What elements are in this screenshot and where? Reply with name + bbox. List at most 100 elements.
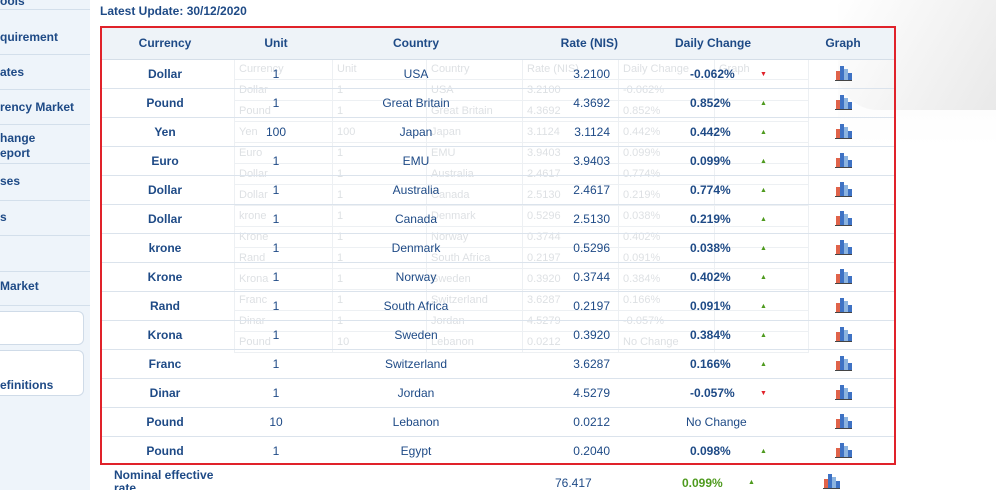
table-header: Currency Unit Country Rate (NIS) Daily C… <box>102 28 894 60</box>
sidebar-box-empty[interactable] <box>0 311 84 345</box>
daily-change-cell: -0.057% ▼ <box>634 378 792 408</box>
bar-chart-icon[interactable] <box>834 385 852 401</box>
sidebar-item-tools[interactable]: ools <box>0 0 90 10</box>
bar-chart-icon[interactable] <box>834 327 852 343</box>
table-row: Franc 1 Switzerland 3.6287 0.166% ▲ <box>102 349 894 379</box>
country-cell: Australia <box>324 175 508 205</box>
daily-change-cell: 0.166% ▲ <box>634 349 792 379</box>
graph-cell <box>792 262 894 292</box>
daily-change-value: 0.852% <box>690 95 731 110</box>
unit-cell: 1 <box>228 349 324 379</box>
daily-change-cell: 0.442% ▲ <box>634 117 792 147</box>
daily-change-value: 0.384% <box>690 327 731 342</box>
daily-change-value: 0.166% <box>690 356 731 371</box>
table-row: Krona 1 Sweden 0.3920 0.384% ▲ <box>102 320 894 350</box>
sidebar-item-rates[interactable]: ates <box>0 56 90 90</box>
table-row: krone 1 Denmark 0.5296 0.038% ▲ <box>102 233 894 263</box>
sidebar-item-definitions: efinitions <box>0 378 54 392</box>
nominal-effective-arrow-up-icon: ▲ <box>748 479 755 486</box>
table-row: Pound 1 Egypt 0.2040 0.098% ▲ <box>102 436 894 463</box>
table-row: Dinar 1 Jordan 4.5279 -0.057% ▼ <box>102 378 894 408</box>
daily-change-value: 0.091% <box>690 298 731 313</box>
sidebar-item-currency-market[interactable]: rency Market <box>0 91 90 125</box>
sidebar-box-definitions[interactable]: efinitions <box>0 350 84 396</box>
rate-cell: 2.4617 <box>508 175 634 205</box>
bar-chart-icon[interactable] <box>834 298 852 314</box>
sidebar-item-exchange-report[interactable]: hange eport <box>0 126 90 164</box>
unit-cell: 1 <box>228 436 324 463</box>
table-row: Dollar 1 Australia 2.4617 0.774% ▲ <box>102 175 894 205</box>
country-cell: Japan <box>324 117 508 147</box>
sidebar-item-blank[interactable] <box>0 237 90 272</box>
nominal-effective-row: Nominal effective rate 76.417 0.099% ▲ <box>100 466 840 490</box>
currency-cell: Euro <box>102 146 228 176</box>
arrow-up-icon: ▲ <box>760 302 767 310</box>
bar-chart-icon[interactable] <box>834 66 852 82</box>
currency-cell: krone <box>102 233 228 263</box>
col-unit[interactable]: Unit <box>228 28 324 60</box>
sidebar-item-requirement[interactable]: quirement <box>0 22 90 55</box>
nominal-effective-change: 0.099% <box>682 476 723 490</box>
country-cell: Switzerland <box>324 349 508 379</box>
col-country[interactable]: Country <box>324 28 508 60</box>
currency-cell: Dinar <box>102 378 228 408</box>
arrow-up-icon: ▲ <box>760 99 767 107</box>
country-cell: EMU <box>324 146 508 176</box>
currency-cell: Dollar <box>102 175 228 205</box>
rate-cell: 3.9403 <box>508 146 634 176</box>
bar-chart-icon[interactable] <box>834 269 852 285</box>
daily-change-value: 0.099% <box>690 153 731 168</box>
bar-chart-icon[interactable] <box>834 153 852 169</box>
country-cell: Egypt <box>324 436 508 463</box>
rate-cell: 3.6287 <box>508 349 634 379</box>
exchange-rates-table: Currency Unit Country Rate (NIS) Daily C… <box>102 28 894 463</box>
unit-cell: 1 <box>228 262 324 292</box>
bar-chart-icon[interactable] <box>834 124 852 140</box>
daily-change-cell: 0.099% ▲ <box>634 146 792 176</box>
latest-update: Latest Update: 30/12/2020 <box>100 4 247 18</box>
bar-chart-icon[interactable] <box>834 443 852 459</box>
nominal-effective-graph-icon[interactable] <box>823 474 840 489</box>
graph-cell <box>792 407 894 437</box>
rate-cell: 3.2100 <box>508 59 634 89</box>
bar-chart-icon[interactable] <box>834 95 852 111</box>
sidebar-item-market[interactable]: Market <box>0 273 90 306</box>
unit-cell: 1 <box>228 320 324 350</box>
sidebar-item-s[interactable]: s <box>0 202 90 236</box>
col-rate[interactable]: Rate (NIS) <box>508 28 634 60</box>
bar-chart-icon[interactable] <box>834 356 852 372</box>
arrow-up-icon: ▲ <box>760 128 767 136</box>
graph-cell <box>792 349 894 379</box>
graph-cell <box>792 59 894 89</box>
daily-change-cell: No Change <box>634 407 792 437</box>
currency-cell: Pound <box>102 407 228 437</box>
unit-cell: 1 <box>228 59 324 89</box>
bar-chart-icon[interactable] <box>834 211 852 227</box>
arrow-down-icon: ▼ <box>760 389 767 397</box>
bar-chart-icon[interactable] <box>834 414 852 430</box>
daily-change-cell: 0.091% ▲ <box>634 291 792 321</box>
unit-cell: 1 <box>228 88 324 118</box>
daily-change-cell: 0.098% ▲ <box>634 436 792 463</box>
currency-cell: Rand <box>102 291 228 321</box>
sidebar-item-uses[interactable]: ses <box>0 165 90 201</box>
currency-cell: Franc <box>102 349 228 379</box>
arrow-up-icon: ▲ <box>760 215 767 223</box>
col-currency[interactable]: Currency <box>102 28 228 60</box>
sidebar-item-exchange-report-line2: eport <box>0 146 30 160</box>
bar-chart-icon[interactable] <box>834 240 852 256</box>
table-row: Krone 1 Norway 0.3744 0.402% ▲ <box>102 262 894 292</box>
unit-cell: 1 <box>228 175 324 205</box>
bar-chart-icon[interactable] <box>834 182 852 198</box>
currency-cell: Yen <box>102 117 228 147</box>
col-daily-change[interactable]: Daily Change <box>634 28 792 60</box>
currency-cell: Krona <box>102 320 228 350</box>
table-body: Dollar 1 USA 3.2100 -0.062% ▼ Pound 1 Great Brit… <box>102 59 894 463</box>
sidebar: ools quirement ates rency Market hange e… <box>0 0 90 490</box>
nominal-effective-value: 76.417 <box>555 476 592 490</box>
graph-cell <box>792 320 894 350</box>
rate-cell: 0.0212 <box>508 407 634 437</box>
graph-cell <box>792 378 894 408</box>
table-row: Dollar 1 Canada 2.5130 0.219% ▲ <box>102 204 894 234</box>
